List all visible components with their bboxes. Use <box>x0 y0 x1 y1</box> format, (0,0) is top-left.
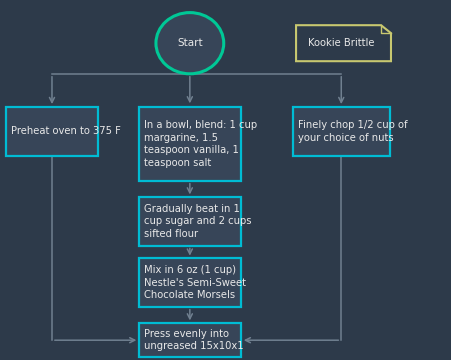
Ellipse shape <box>156 13 223 74</box>
Text: Finely chop 1/2 cup of
your choice of nuts: Finely chop 1/2 cup of your choice of nu… <box>298 120 407 143</box>
Text: Start: Start <box>177 38 202 48</box>
FancyBboxPatch shape <box>139 258 240 307</box>
Text: Preheat oven to 375 F: Preheat oven to 375 F <box>11 126 121 136</box>
Text: Gradually beat in 1
cup sugar and 2 cups
sifted flour: Gradually beat in 1 cup sugar and 2 cups… <box>144 204 251 239</box>
Text: Kookie Brittle: Kookie Brittle <box>307 38 374 48</box>
FancyBboxPatch shape <box>139 197 240 246</box>
FancyBboxPatch shape <box>6 107 98 156</box>
Text: Mix in 6 oz (1 cup)
Nestle's Semi-Sweet
Chocolate Morsels: Mix in 6 oz (1 cup) Nestle's Semi-Sweet … <box>144 265 246 300</box>
Polygon shape <box>295 25 390 61</box>
FancyBboxPatch shape <box>292 107 389 156</box>
FancyBboxPatch shape <box>139 323 240 357</box>
Text: Press evenly into
ungreased 15x10x1: Press evenly into ungreased 15x10x1 <box>144 329 244 351</box>
FancyBboxPatch shape <box>139 107 240 181</box>
Text: In a bowl, blend: 1 cup
margarine, 1.5
teaspoon vanilla, 1
teaspoon salt: In a bowl, blend: 1 cup margarine, 1.5 t… <box>144 120 257 168</box>
